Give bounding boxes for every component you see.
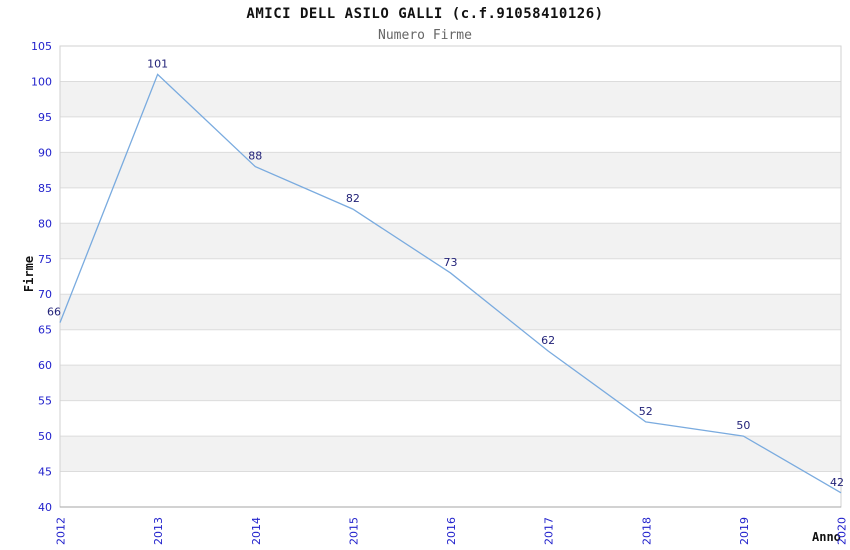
y-tick-label: 75 [38, 253, 52, 266]
point-label: 52 [639, 405, 653, 418]
plot-band [60, 81, 841, 117]
plot-band [60, 223, 841, 259]
point-label: 42 [830, 476, 844, 489]
x-tick-text: 2012 [55, 517, 68, 545]
x-tick-text: 2019 [738, 517, 751, 545]
y-tick-label: 65 [38, 324, 52, 337]
plot-band [60, 294, 841, 330]
x-tick-label: 2014 [250, 517, 263, 545]
x-tick-label: 2016 [445, 517, 458, 545]
point-label: 82 [346, 192, 360, 205]
x-tick-text: 2014 [250, 517, 263, 545]
x-tick-text: 2013 [152, 517, 165, 545]
series-line [59, 73, 842, 494]
chart-subtitle: Numero Firme [378, 28, 472, 43]
y-tick-label: 100 [31, 75, 52, 88]
point-label: 88 [248, 150, 262, 163]
x-tick-text: 2016 [445, 517, 458, 545]
y-tick-label: 40 [38, 501, 52, 514]
plot-band [60, 152, 841, 188]
y-tick-label: 45 [38, 466, 52, 479]
point-label: 101 [147, 57, 168, 70]
x-tick-text: 2015 [347, 517, 360, 545]
point-label: 66 [47, 306, 61, 319]
plot-band [60, 436, 841, 472]
y-tick-label: 60 [38, 359, 52, 372]
y-tick-label: 105 [31, 40, 52, 53]
y-tick-label: 90 [38, 146, 52, 159]
plot-band [60, 365, 841, 401]
x-tick-text: 2018 [640, 517, 653, 545]
x-tick-text: 2020 [836, 517, 849, 545]
x-tick-label: 2012 [55, 517, 68, 545]
x-tick-label: 2020 [836, 517, 849, 545]
x-tick-text: 2017 [543, 517, 556, 545]
y-tick-label: 80 [38, 217, 52, 230]
point-label: 50 [736, 419, 750, 432]
y-tick-label: 85 [38, 182, 52, 195]
point-label: 73 [444, 256, 458, 269]
x-tick-label: 2013 [152, 517, 165, 545]
y-tick-label: 95 [38, 111, 52, 124]
x-tick-label: 2015 [347, 517, 360, 545]
point-label: 62 [541, 334, 555, 347]
x-axis-title: Anno [812, 530, 841, 544]
y-tick-label: 70 [38, 288, 52, 301]
y-tick-label: 55 [38, 395, 52, 408]
x-tick-label: 2017 [543, 517, 556, 545]
chart-title: AMICI DELL ASILO GALLI (c.f.91058410126) [246, 6, 604, 22]
x-tick-label: 2018 [640, 517, 653, 545]
x-tick-label: 2019 [738, 517, 751, 545]
y-tick-label: 50 [38, 430, 52, 443]
